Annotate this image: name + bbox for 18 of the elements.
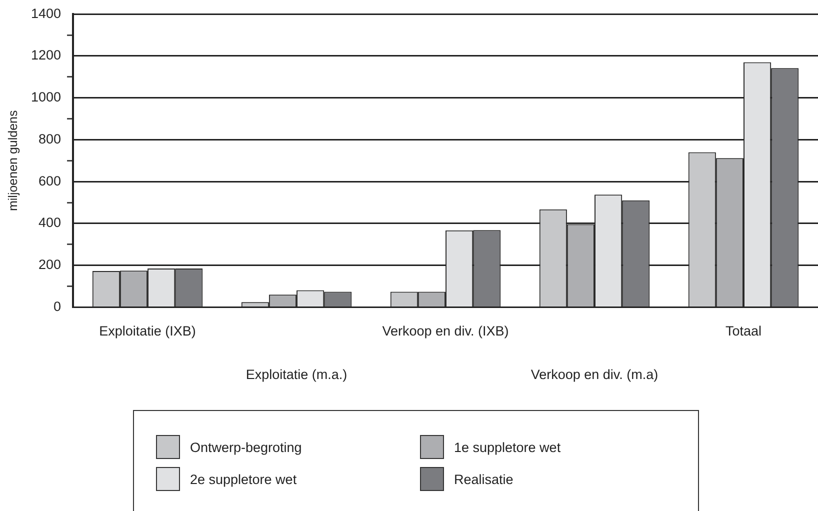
legend-label: 2e suppletore wet — [190, 472, 297, 486]
x-tick-label: Totaal — [725, 324, 762, 339]
y-tick-label: 1400 — [30, 6, 62, 21]
y-tick-label: 0 — [54, 298, 62, 314]
y-tick-label: 800 — [38, 131, 62, 146]
y-tick-label: 600 — [38, 173, 62, 188]
legend-label: 1e suppletore wet — [454, 440, 561, 454]
x-tick-label: Exploitatie (m.a.) — [246, 366, 348, 382]
legend-label: Realisatie — [454, 472, 514, 486]
x-tick-label: Exploitatie (IXB) — [99, 324, 196, 339]
x-tick-label: Verkoop en div. (m.a) — [530, 366, 658, 382]
x-tick-label: Verkoop en div. (IXB) — [382, 324, 509, 339]
y-axis-title: miljoenen guldens — [6, 110, 20, 212]
legend-label: Ontwerp-begroting — [190, 440, 302, 454]
y-tick-label: 200 — [38, 257, 62, 272]
y-tick-label: 400 — [38, 215, 62, 230]
y-tick-label: 1000 — [30, 90, 62, 105]
y-tick-label: 1200 — [30, 48, 62, 63]
